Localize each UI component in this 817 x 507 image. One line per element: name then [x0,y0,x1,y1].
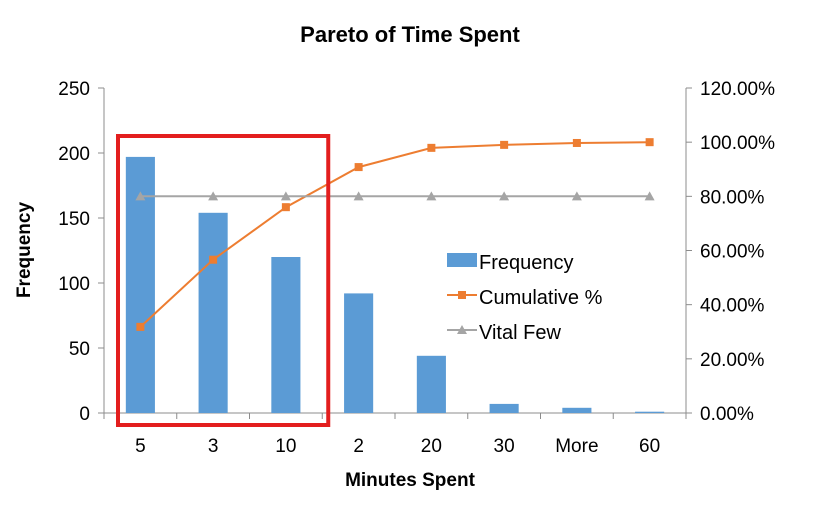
marker-vital-few [353,191,364,201]
y2-tick-label: 60.00% [700,242,765,263]
highlight-group [116,134,331,427]
y2-tick-label: 40.00% [700,296,765,317]
y-tick-label: 0 [79,404,90,425]
y-tick-label: 250 [58,79,90,100]
marker-cumulative [354,163,363,172]
legend: Frequency Cumulative % Vital Few [447,252,603,344]
y-tick-label: 100 [58,274,90,295]
bar-frequency [416,355,446,413]
y2-tick-label: 20.00% [700,350,765,371]
y2-tick-label: 80.00% [700,187,765,208]
marker-cumulative [500,140,509,149]
x-tick-label: 3 [208,436,219,457]
legend-swatch-frequency [447,253,477,267]
marker-cumulative [209,255,218,264]
marker-vital-few [208,191,219,201]
x-tick-label: 2 [353,436,364,457]
y2-tick-label: 100.00% [700,133,775,154]
bars-group [125,156,665,413]
y2-tick-label: 0.00% [700,404,754,425]
lines-group [135,138,655,331]
x-tick-label: 20 [421,436,442,457]
line-cumulative [139,141,650,328]
y-tick-label: 50 [69,339,90,360]
bar-frequency [198,212,228,413]
legend-marker-vital-few [457,325,467,334]
bar-frequency [344,293,374,413]
legend-marker-cumulative [458,291,466,299]
legend-label-cumulative: Cumulative % [479,287,603,309]
marker-cumulative [427,143,436,152]
marker-vital-few [644,191,655,201]
bar-frequency [562,407,592,413]
y-tick-label: 150 [58,209,90,230]
bar-frequency [489,403,519,413]
marker-cumulative [572,138,581,147]
bar-frequency [635,411,665,413]
axes-group: 0 50 100 150 200 250 0.00% 20.00% 40.00% 60.00% 80… [58,79,775,457]
x-tick-label: 30 [494,436,515,457]
marker-cumulative [645,138,654,147]
x-axis-title: Minutes Spent [345,470,476,491]
marker-cumulative [136,322,145,331]
marker-vital-few [499,191,510,201]
marker-cumulative [281,203,290,212]
bar-frequency [271,257,301,413]
marker-vital-few [426,191,437,201]
legend-label-frequency: Frequency [479,252,574,274]
x-tick-label: 60 [639,436,660,457]
y2-tick-label: 120.00% [700,79,775,100]
marker-vital-few [571,191,582,201]
x-tick-label: More [555,436,598,457]
y-axis-title: Frequency [14,202,35,299]
x-tick-label: 5 [135,436,146,457]
marker-vital-few [135,191,146,201]
marker-vital-few [280,191,291,201]
highlight-box [116,134,331,427]
chart-title: Pareto of Time Spent [300,22,520,47]
legend-label-vital-few: Vital Few [479,322,561,344]
y-tick-label: 200 [58,144,90,165]
x-tick-label: 10 [275,436,296,457]
